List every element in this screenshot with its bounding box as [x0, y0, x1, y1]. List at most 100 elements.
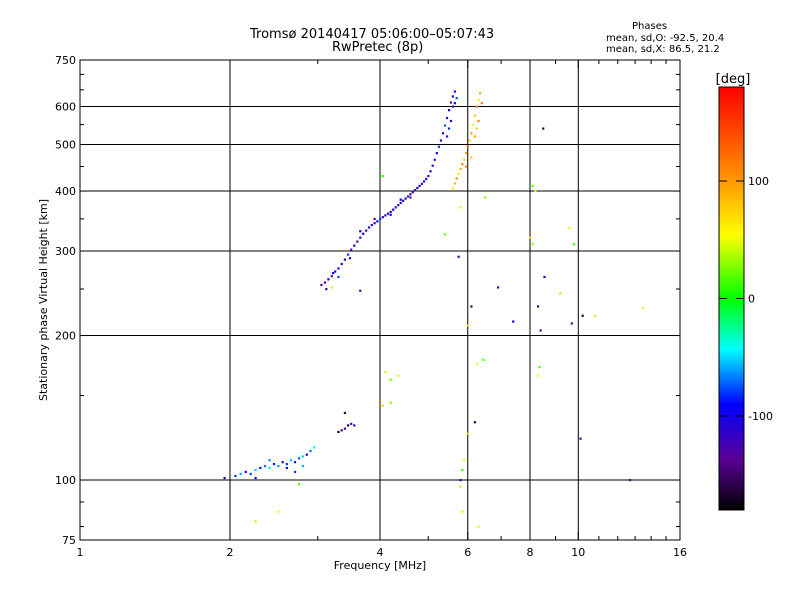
phases-x-mode: mean, sd,X: 86.5, 21.2 — [606, 44, 720, 55]
data-point — [543, 275, 546, 279]
data-points — [223, 90, 645, 528]
data-point — [367, 226, 371, 229]
data-point — [301, 455, 305, 458]
data-point — [346, 424, 350, 427]
phases-o-mode: mean, sd,O: -92.5, 20.4 — [606, 33, 725, 44]
data-point — [581, 314, 584, 317]
data-point — [477, 119, 480, 123]
y-tick-label: 400 — [55, 185, 76, 198]
data-point — [470, 156, 473, 159]
colorbar-tick-label: 0 — [748, 293, 755, 306]
data-point — [453, 102, 456, 105]
data-point — [353, 244, 356, 247]
data-point — [353, 424, 356, 427]
data-point — [254, 476, 257, 480]
data-point — [389, 378, 392, 381]
data-point — [413, 189, 417, 192]
x-axis-label: Frequency [MHz] — [334, 559, 426, 572]
data-point — [468, 139, 471, 142]
y-tick-label: 200 — [55, 330, 76, 343]
data-point — [461, 163, 464, 166]
data-point — [297, 457, 301, 460]
data-point — [268, 459, 271, 462]
y-tick-label: 500 — [55, 139, 76, 152]
data-point — [348, 257, 352, 260]
data-point — [443, 124, 447, 127]
data-point — [373, 217, 376, 221]
data-point — [337, 275, 340, 279]
data-point — [389, 401, 392, 404]
data-point — [356, 240, 359, 243]
data-point — [263, 464, 267, 468]
data-point — [409, 193, 412, 196]
data-point — [285, 466, 288, 470]
data-point — [404, 197, 407, 200]
data-point — [455, 97, 458, 100]
data-point — [309, 449, 312, 453]
data-point — [381, 404, 384, 407]
y-tick-label: 300 — [55, 245, 76, 258]
data-point — [480, 102, 483, 105]
colorbar-tick-label: 100 — [748, 175, 769, 188]
data-point — [305, 453, 308, 456]
data-point — [466, 432, 469, 435]
y-tick-label: 600 — [55, 101, 76, 114]
data-point — [293, 461, 297, 464]
data-point — [285, 462, 288, 466]
data-point — [394, 206, 397, 209]
data-point — [453, 182, 456, 185]
data-point — [392, 208, 395, 211]
x-tick-label: 4 — [377, 546, 384, 559]
data-point — [568, 227, 571, 230]
x-tick-label: 6 — [464, 546, 471, 559]
data-point — [386, 212, 390, 215]
data-point — [572, 243, 576, 246]
data-point — [379, 217, 382, 221]
data-point — [411, 191, 414, 194]
data-point — [475, 362, 478, 365]
data-point — [365, 229, 368, 232]
data-point — [473, 135, 477, 138]
data-point — [445, 135, 449, 138]
data-point — [473, 114, 477, 117]
data-point — [443, 233, 447, 236]
data-point — [431, 164, 434, 167]
data-point — [409, 196, 412, 199]
data-point — [330, 286, 333, 289]
data-point — [323, 281, 327, 284]
data-point — [512, 320, 515, 323]
data-point — [384, 370, 387, 374]
data-point — [249, 472, 252, 476]
data-point — [459, 485, 462, 488]
data-point — [223, 476, 226, 480]
data-point — [334, 270, 337, 273]
data-point — [343, 411, 347, 415]
data-point — [359, 236, 362, 239]
data-point — [531, 243, 534, 246]
data-point — [330, 275, 333, 278]
data-point — [320, 283, 323, 287]
data-point — [373, 222, 376, 225]
data-point — [482, 358, 485, 362]
data-point — [362, 232, 365, 235]
data-point — [327, 278, 330, 281]
data-point — [332, 271, 335, 275]
data-point — [384, 214, 387, 217]
colorbar-frame — [718, 86, 745, 511]
data-point — [457, 255, 460, 258]
data-point — [399, 198, 402, 201]
data-point — [536, 305, 540, 308]
data-point — [475, 105, 478, 108]
data-point — [642, 307, 645, 310]
data-point — [466, 145, 469, 148]
data-point — [447, 109, 451, 112]
data-point — [259, 466, 262, 470]
data-point — [457, 172, 460, 175]
data-point — [239, 472, 242, 476]
data-point — [473, 421, 477, 424]
data-point — [340, 262, 343, 266]
data-point — [593, 314, 597, 317]
data-point — [447, 127, 451, 130]
data-point — [463, 158, 466, 161]
